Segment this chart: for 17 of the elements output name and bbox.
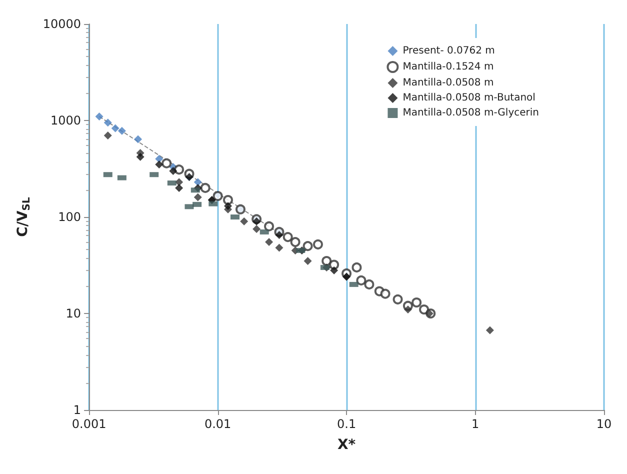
legend-label: Mantilla-0.0508 m-Butanol (402, 92, 536, 104)
legend-label: Present- 0.0762 m (402, 46, 495, 56)
y-tick-label: 1000 (50, 114, 82, 128)
y-tick-label: 1 (73, 403, 82, 417)
x-axis-title: X* (337, 437, 356, 453)
x-tick-label: 10 (596, 417, 612, 431)
x-tick-label: 1 (471, 417, 480, 431)
legend-label: Mantilla-0.0508 m-Glycerin (402, 108, 540, 118)
y-tick-label: 10 (66, 306, 82, 320)
x-tick-label: 0.01 (204, 417, 232, 431)
y-tick-label: 100 (58, 210, 82, 224)
legend-label: Mantilla-0.1524 m (402, 62, 494, 72)
legend-label: Mantilla-0.0508 m (402, 78, 494, 88)
y-axis-title: C/VSL (15, 196, 32, 237)
x-tick-label: 0.1 (336, 417, 356, 431)
y-tick-label: 10000 (42, 17, 82, 31)
x-tick-label: 0.001 (72, 417, 106, 431)
